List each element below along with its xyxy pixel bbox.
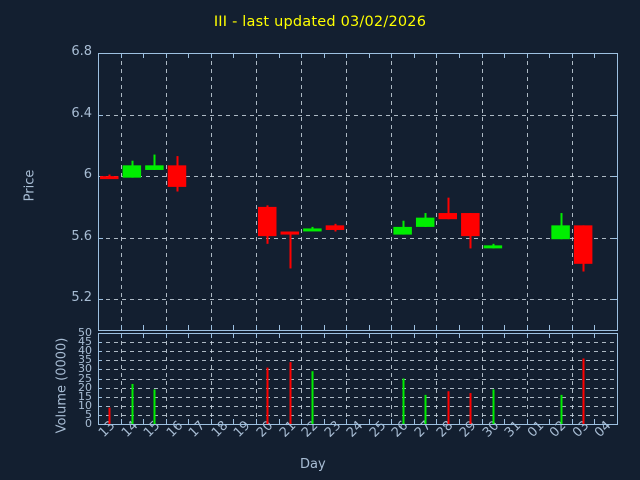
candle-body [167, 165, 187, 187]
volume-tick-label: 20 [78, 380, 92, 394]
candle-body [100, 176, 119, 180]
candle-body [122, 165, 142, 178]
price-tick-label: 6.4 [71, 105, 92, 121]
chart-title: III - last updated 03/02/2026 [213, 14, 427, 30]
volume-tick-label: 25 [78, 371, 92, 385]
candle-body [415, 217, 435, 227]
price-tick-label: 5.2 [71, 290, 92, 306]
candle-body [438, 213, 458, 220]
candle-body [573, 225, 593, 264]
volume-tick-label: 35 [78, 353, 92, 367]
candle-body [461, 213, 480, 237]
price-tick-label: 5.6 [71, 228, 92, 244]
volume-tick-label: 5 [85, 407, 92, 421]
candle-body [303, 228, 322, 232]
candle-body [257, 206, 277, 237]
candle-body [145, 165, 164, 170]
candle-body [280, 231, 300, 235]
candle-body [325, 225, 345, 230]
volume-tick-label: 40 [78, 344, 92, 358]
candle-body [551, 225, 570, 240]
price-panel-frame [98, 53, 618, 331]
volume-tick-label: 45 [78, 335, 92, 349]
price-tick-label: 6 [83, 167, 92, 183]
volume-tick-label: 30 [78, 362, 92, 376]
volume-tick-label: 15 [78, 389, 92, 403]
candle-body [393, 226, 412, 235]
volume-tick-label: 50 [78, 326, 92, 339]
price-tick-label: 6.8 [71, 44, 92, 59]
volume-tick-label: 10 [78, 398, 92, 412]
volume-tick-label: 0 [85, 417, 92, 430]
x-axis-title-day: Day [300, 457, 326, 472]
candle-body [483, 245, 503, 249]
